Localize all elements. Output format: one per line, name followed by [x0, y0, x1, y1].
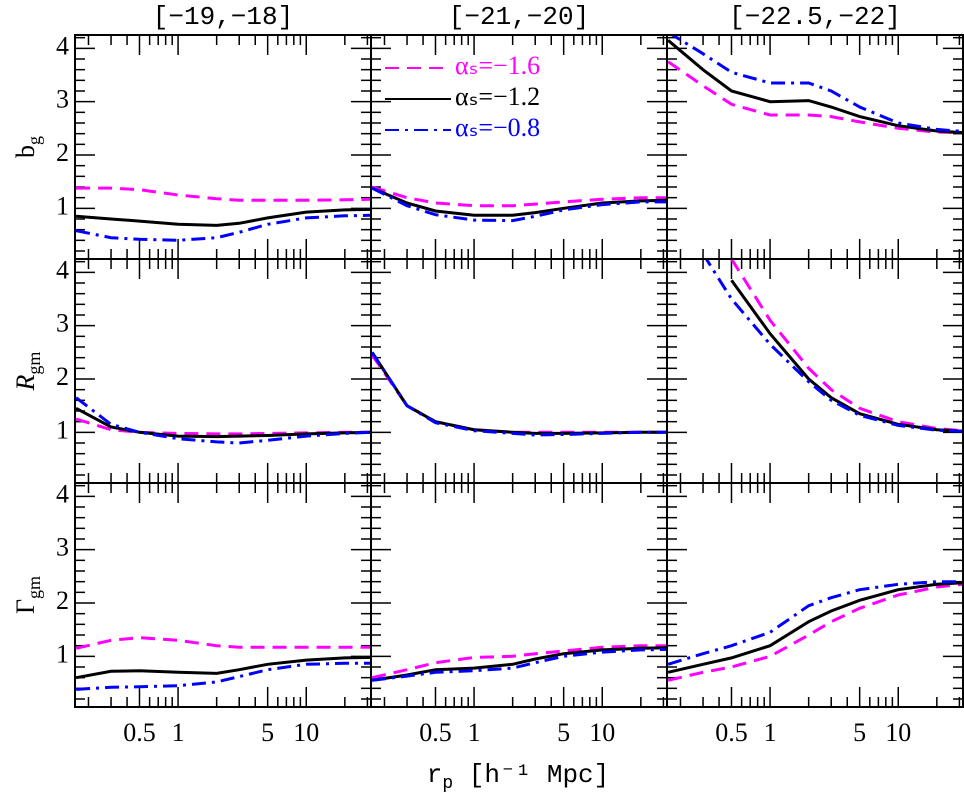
panel: 0.5 1 5 10 [370, 482, 668, 747]
series-line [667, 39, 963, 135]
panel: 0.5 1 5 10 [666, 482, 964, 747]
y-tick-label: 2 [56, 138, 69, 167]
x-tick-label: 5 [261, 718, 274, 747]
panel [666, 258, 964, 484]
y-tick-label: 3 [56, 85, 69, 114]
series-line [667, 581, 963, 674]
panel-title: [−21,−20] [449, 2, 589, 32]
panel: [−21,−20] αₛ=−1.6αₛ=−1.2αₛ=−0.8 [370, 2, 668, 260]
series-line [371, 647, 667, 682]
series-line [669, 35, 963, 133]
x-tick-label: 10 [293, 718, 319, 747]
y-label-main: R [11, 374, 40, 391]
y-label-sub: gm [24, 576, 44, 599]
y-label-main: Γ [11, 599, 40, 614]
panel-frame [666, 482, 964, 708]
x-tick-label: 1 [172, 718, 185, 747]
x-tick-label: 1 [468, 718, 481, 747]
panel-frame [666, 258, 964, 484]
series-line [371, 351, 667, 437]
x-tick-label: 5 [853, 718, 866, 747]
panel-frame [74, 258, 372, 484]
y-tick-label: 2 [56, 586, 69, 615]
series-line [667, 60, 963, 135]
y-tick-label: 1 [56, 639, 69, 668]
series-line [371, 186, 667, 223]
y-axis-label: Γgm [11, 576, 44, 614]
x-tick-label: 0.5 [715, 718, 748, 747]
series-line [371, 354, 667, 434]
series-line [371, 646, 667, 682]
panel: 1 2 3 4 Rgm [11, 255, 372, 484]
series-line [75, 406, 371, 439]
y-tick-label: 1 [56, 191, 69, 220]
x-axis-label: rp [h⁻¹ Mpc] [427, 760, 610, 794]
series-line [371, 644, 667, 680]
series-line [75, 207, 371, 227]
y-tick-label: 1 [56, 415, 69, 444]
y-axis-label: Rgm [11, 352, 44, 392]
panel [370, 258, 668, 484]
y-tick-label: 4 [56, 479, 69, 508]
panel-title: [−19,−18] [153, 2, 293, 32]
y-axis-label: bg [11, 136, 44, 158]
legend-label: αₛ=−1.6 [455, 51, 540, 80]
series-line [667, 580, 963, 666]
series-line [75, 655, 371, 680]
y-tick-label: 3 [56, 309, 69, 338]
series-line [76, 186, 371, 202]
series-line [704, 259, 963, 433]
x-label-main: r [427, 760, 443, 790]
panel-frame [666, 34, 964, 260]
series-line [371, 185, 667, 208]
y-label-sub: gm [24, 352, 44, 375]
y-tick-label: 3 [56, 533, 69, 562]
x-label-sub: p [442, 774, 453, 794]
x-tick-label: 0.5 [419, 718, 452, 747]
series-line [76, 661, 371, 691]
panel: 0.5 1 5 10 1 2 3 4 Γgm [11, 479, 372, 747]
x-tick-label: 0.5 [123, 718, 156, 747]
y-tick-label: 4 [56, 255, 69, 284]
x-tick-label: 5 [557, 718, 570, 747]
panel: [−22.5,−22] [666, 2, 964, 260]
x-label-rest: [h⁻¹ Mpc] [453, 760, 609, 790]
x-tick-label: 1 [764, 718, 777, 747]
series-line [75, 636, 371, 650]
y-label-sub: g [24, 136, 44, 145]
panel-frame [370, 258, 668, 484]
x-tick-label: 10 [885, 718, 911, 747]
panel-title: [−22.5,−22] [729, 2, 901, 32]
series-line [667, 582, 963, 682]
series-line [371, 351, 667, 435]
series-line [75, 417, 371, 436]
y-tick-label: 2 [56, 362, 69, 391]
series-line [371, 186, 667, 217]
y-tick-label: 4 [56, 31, 69, 60]
series-line [75, 396, 371, 445]
series-line [75, 213, 371, 242]
y-label-main: b [11, 145, 40, 158]
legend-label: αₛ=−1.2 [455, 82, 540, 111]
series-line [730, 259, 963, 433]
legend-label: αₛ=−0.8 [455, 113, 540, 142]
x-tick-label: 10 [589, 718, 615, 747]
panel: 1 2 3 4 [−19,−18] bg [11, 2, 372, 260]
